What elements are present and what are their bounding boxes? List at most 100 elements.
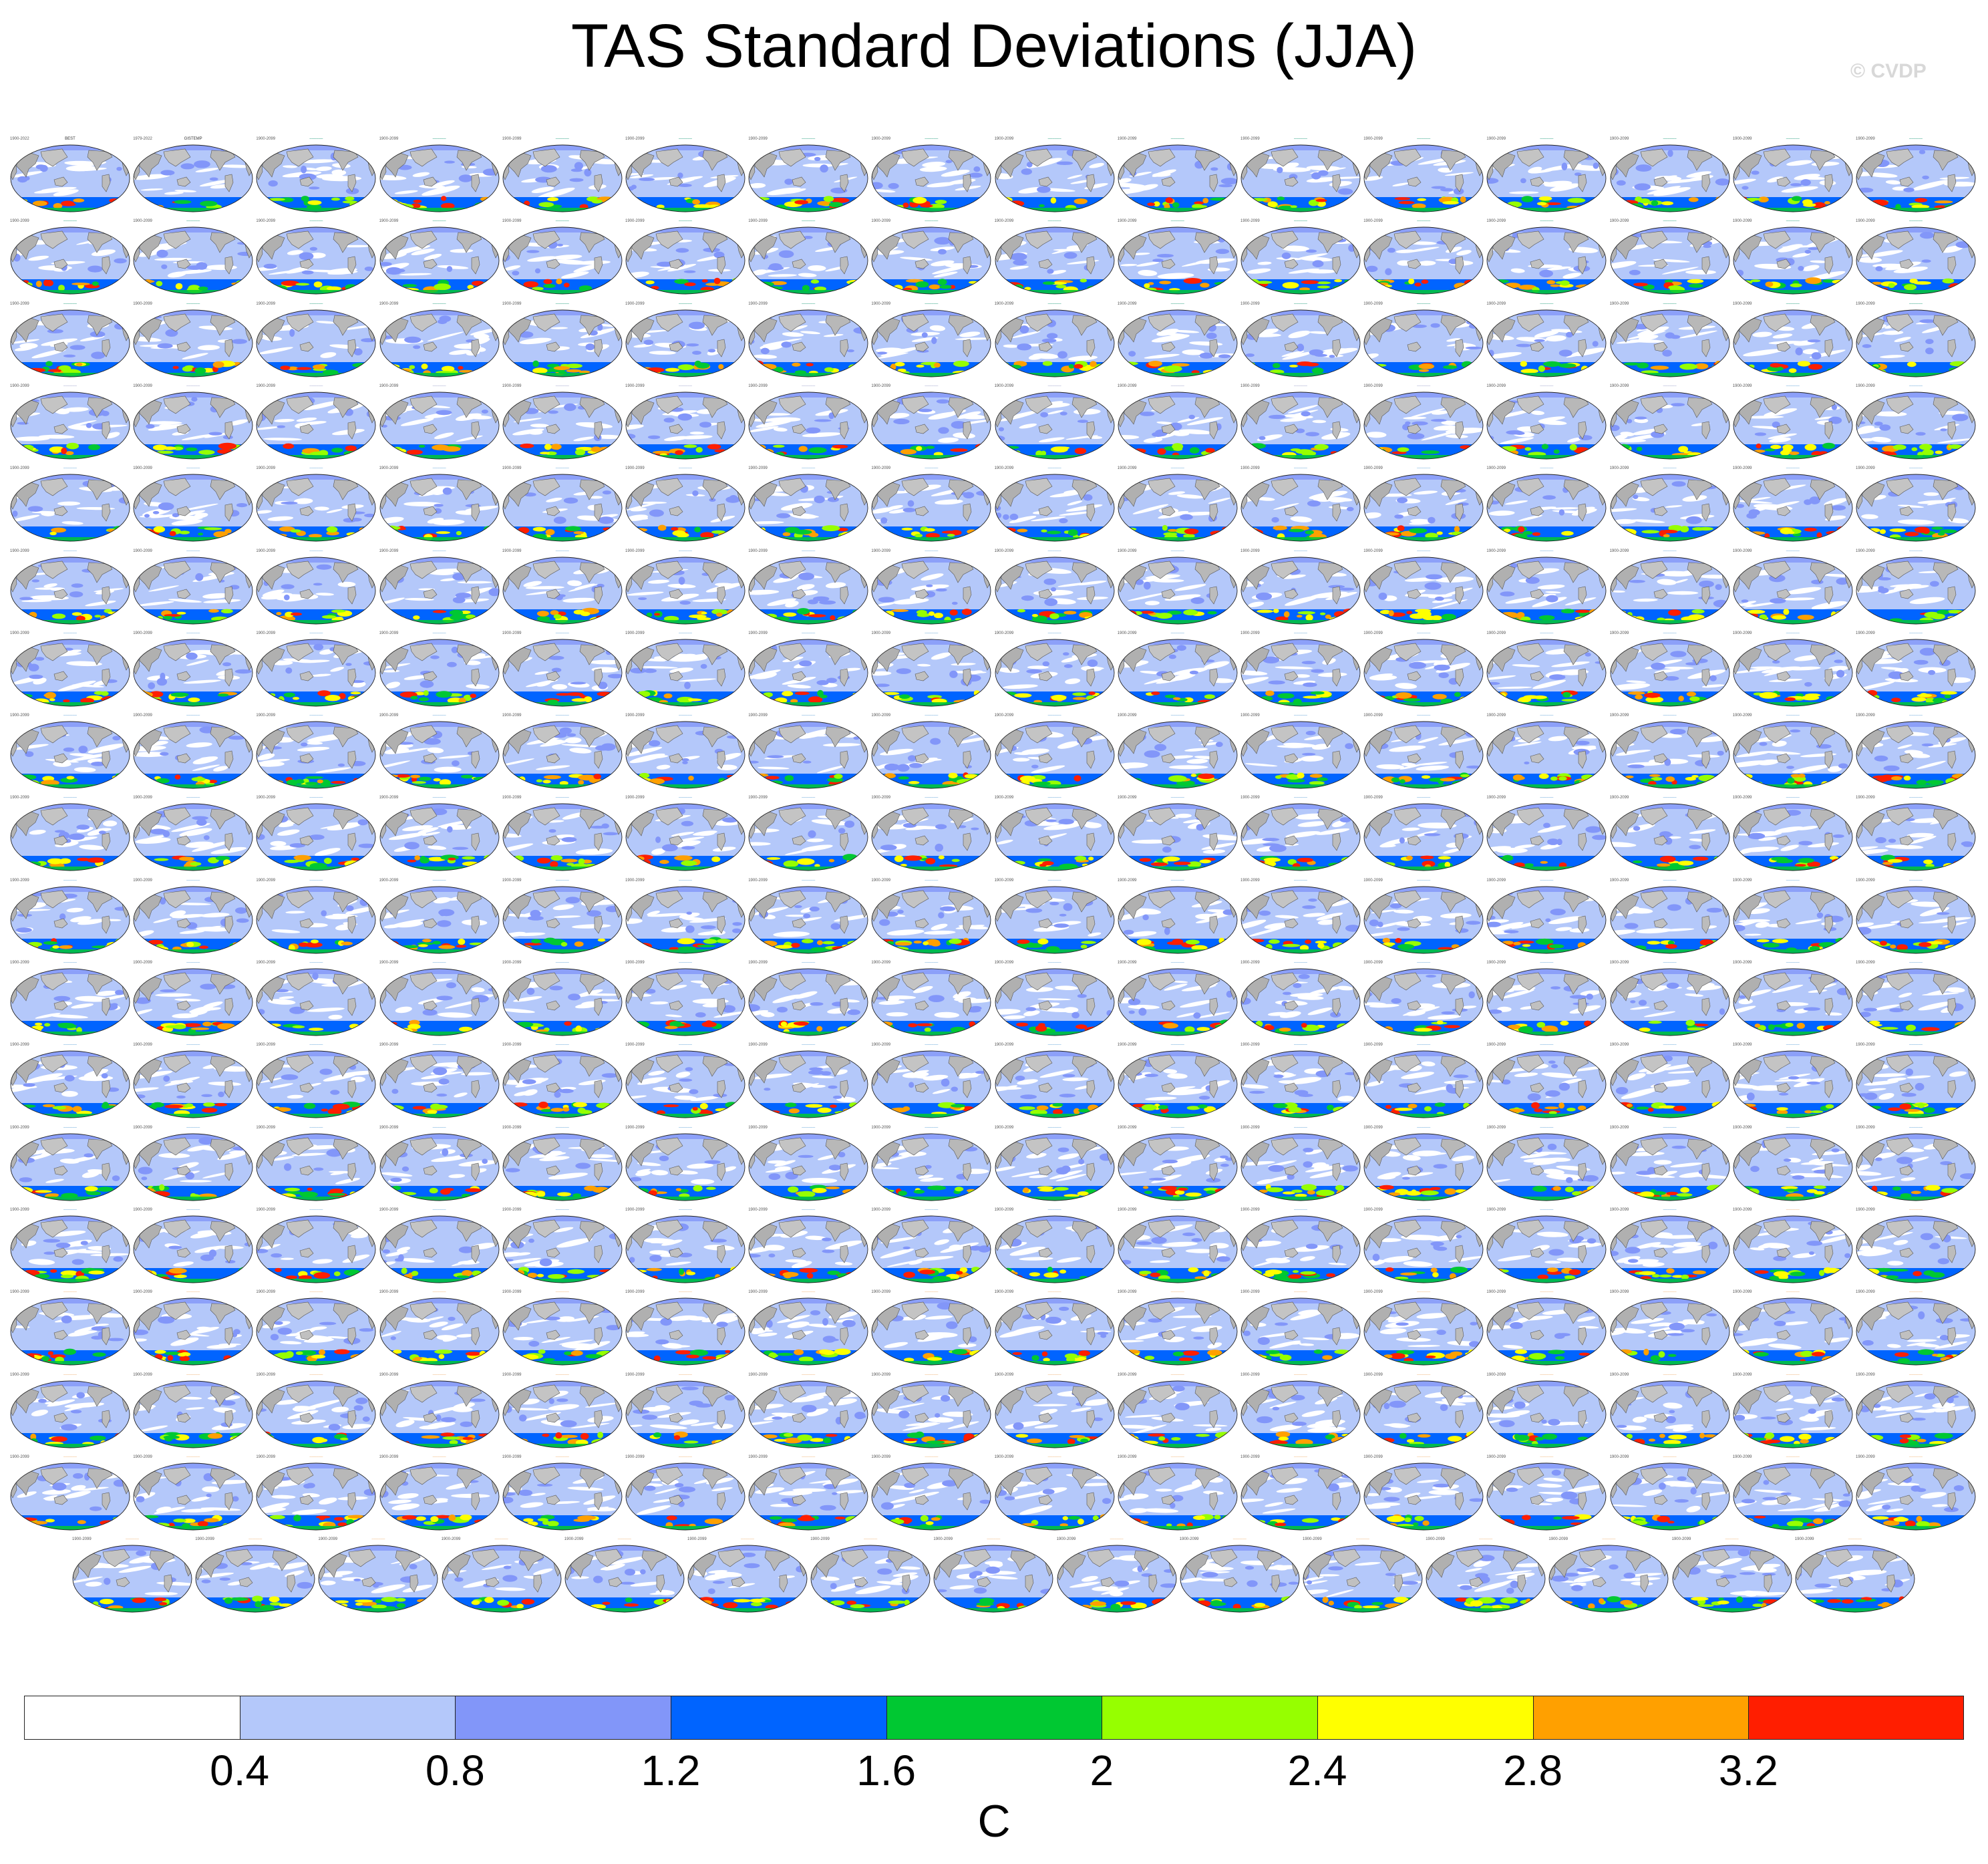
map-panel: 1900-2099 ‒‒‒‒‒‒ — [1609, 218, 1731, 297]
global-map — [1116, 1213, 1239, 1284]
global-map — [993, 1295, 1116, 1366]
panel-title: ‒‒‒‒‒‒ — [1417, 383, 1431, 388]
panel-years: 1900-2099 — [379, 714, 399, 718]
map-panel: 1900-2099 ‒‒‒‒‒‒ — [1854, 631, 1977, 709]
panel-years: 1900-2099 — [1732, 714, 1752, 718]
panel-title: ‒‒‒‒‒‒ — [1663, 549, 1677, 553]
panel-years: 1900-2099 — [994, 878, 1014, 883]
panel-title: ‒‒‒‒‒‒ — [186, 1290, 200, 1295]
panel-years: 1900-2099 — [502, 301, 522, 306]
global-map — [1731, 1213, 1854, 1284]
map-panel: 1900-2099 ‒‒‒‒‒‒ — [1854, 1207, 1977, 1285]
panel-title: ‒‒‒‒‒‒ — [1170, 796, 1184, 800]
panel-title: ‒‒‒‒‒‒ — [1663, 631, 1677, 635]
map-panel: 1900-2099 ‒‒‒‒‒‒ — [378, 1042, 501, 1120]
panel-years: 1900-2099 — [379, 137, 399, 141]
panel-header: 1900-2099 ‒‒‒‒‒‒ — [747, 1454, 870, 1461]
panel-header: 1900-2099 ‒‒‒‒‒‒ — [1854, 1454, 1977, 1461]
global-map — [747, 1378, 870, 1449]
panel-title: ‒‒‒‒‒‒ — [432, 631, 446, 635]
map-panel: 1900-2099 ‒‒‒‒‒‒ — [993, 1125, 1116, 1203]
global-map — [1239, 224, 1362, 295]
panel-years: 1900-2099 — [379, 1454, 399, 1459]
panel-header: 1900-2099 ‒‒‒‒‒‒ — [1239, 960, 1362, 967]
panel-title: ‒‒‒‒‒‒ — [1293, 714, 1308, 718]
global-map — [501, 142, 624, 213]
panel-years: 1900-2099 — [1179, 1537, 1199, 1542]
panel-header: 1900-2099 ‒‒‒‒‒‒ — [993, 795, 1116, 802]
panel-years: 1900-2099 — [256, 549, 276, 553]
panel-years: 1900-2099 — [625, 383, 645, 388]
panel-header: 1900-2099 ‒‒‒‒‒‒ — [9, 1289, 132, 1296]
map-panel: 1900-2099 ‒‒‒‒‒‒ — [1854, 218, 1977, 297]
map-panel: 1900-2099 ‒‒‒‒‒‒ — [1116, 1207, 1239, 1285]
panel-title: ‒‒‒‒‒‒ — [432, 1207, 446, 1212]
panel-title: ‒‒‒‒‒‒ — [309, 714, 323, 718]
panel-title: ‒‒‒‒‒‒ — [1293, 219, 1308, 224]
global-map — [993, 884, 1116, 955]
panel-years: 1900-2099 — [1856, 1043, 1875, 1048]
panel-years: 1900-2099 — [625, 466, 645, 471]
map-panel: 1900-2099 ‒‒‒‒‒‒ — [1116, 1042, 1239, 1120]
panel-years: 1900-2099 — [1732, 1372, 1752, 1377]
panel-header: 1900-2099 ‒‒‒‒‒‒ — [1609, 301, 1731, 308]
panel-header: 1900-2099 ‒‒‒‒‒‒ — [747, 301, 870, 308]
panel-years: 1900-2099 — [625, 878, 645, 883]
panel-header: 1900-2099 ‒‒‒‒‒‒ — [1485, 301, 1608, 308]
panel-title: ‒‒‒‒‒‒ — [678, 1454, 693, 1459]
panel-header: 1900-2099 ‒‒‒‒‒‒ — [1731, 218, 1854, 225]
map-panel: 1900-2099 ‒‒‒‒‒‒ — [1362, 1125, 1485, 1203]
panel-header: 1900-2099 ‒‒‒‒‒‒ — [747, 1289, 870, 1296]
map-panel: 1900-2099 ‒‒‒‒‒‒ — [255, 1042, 377, 1120]
panel-header: 1900-2099 ‒‒‒‒‒‒ — [747, 383, 870, 390]
global-map — [1485, 966, 1608, 1037]
map-panel: 1900-2099 ‒‒‒‒‒‒ — [1854, 960, 1977, 1038]
panel-header: 1900-2099 ‒‒‒‒‒‒ — [809, 1537, 932, 1543]
map-panel: 1900-2099 ‒‒‒‒‒‒ — [1609, 1454, 1731, 1533]
global-map — [1485, 142, 1608, 213]
panel-years: 1900-2099 — [379, 466, 399, 471]
panel-title: ‒‒‒‒‒‒ — [1047, 878, 1061, 883]
map-panel: 1900-2099 ‒‒‒‒‒‒ — [624, 878, 747, 956]
map-panel: 1900-2099 ‒‒‒‒‒‒ — [1362, 878, 1485, 956]
map-panel: 1900-2099 ‒‒‒‒‒‒ — [9, 1207, 132, 1285]
panel-title: ‒‒‒‒‒‒ — [617, 1537, 631, 1542]
panel-title: ‒‒‒‒‒‒ — [1786, 631, 1800, 635]
panel-title: ‒‒‒‒‒‒ — [63, 961, 77, 965]
panel-years: 1900-2099 — [1486, 301, 1506, 306]
panel-years: 1900-2099 — [10, 383, 29, 388]
panel-years: 1900-2099 — [256, 137, 276, 141]
map-panel: 1900-2099 ‒‒‒‒‒‒ — [993, 795, 1116, 873]
panel-years: 1900-2099 — [1609, 1454, 1629, 1459]
panel-years: 1900-2099 — [1732, 466, 1752, 471]
map-panel: 1900-2099 ‒‒‒‒‒‒ — [1116, 1454, 1239, 1533]
map-panel: 1900-2099 ‒‒‒‒‒‒ — [9, 301, 132, 379]
panel-header: 1900-2099 ‒‒‒‒‒‒ — [1362, 549, 1485, 555]
panel-header: 1900-2099 ‒‒‒‒‒‒ — [1362, 383, 1485, 390]
panel-header: 1900-2099 ‒‒‒‒‒‒ — [870, 1454, 993, 1461]
panel-title: ‒‒‒‒‒‒ — [925, 219, 939, 224]
panel-years: 1900-2099 — [133, 796, 152, 800]
panel-header: 1900-2099 ‒‒‒‒‒‒ — [1609, 1125, 1731, 1132]
colorbar-box — [1532, 1696, 1749, 1740]
panel-header: 1900-2099 ‒‒‒‒‒‒ — [1485, 218, 1608, 225]
global-map — [563, 1543, 686, 1613]
map-panel: 1900-2099 ‒‒‒‒‒‒ — [9, 795, 132, 873]
panel-header: 1900-2099 ‒‒‒‒‒‒ — [255, 1125, 377, 1132]
panel-years: 1900-2099 — [625, 1125, 645, 1130]
map-panel: 1900-2099 ‒‒‒‒‒‒ — [1116, 549, 1239, 627]
panel-title: ‒‒‒‒‒‒ — [925, 878, 939, 883]
map-panel: 1900-2099 ‒‒‒‒‒‒ — [993, 1372, 1116, 1450]
panel-header: 1900-2099 ‒‒‒‒‒‒ — [9, 383, 132, 390]
panel-header: 1900-2099 ‒‒‒‒‒‒ — [1609, 549, 1731, 555]
panel-years: 1900-2099 — [625, 1372, 645, 1377]
map-panel: 1900-2099 ‒‒‒‒‒‒ — [993, 136, 1116, 214]
map-panel: 1900-2099 ‒‒‒‒‒‒ — [501, 960, 624, 1038]
panel-header: 1900-2099 ‒‒‒‒‒‒ — [9, 713, 132, 720]
panel-header: 1900-2099 ‒‒‒‒‒‒ — [1731, 1207, 1854, 1214]
global-map — [1485, 472, 1608, 542]
panel-header: 1900-2099 ‒‒‒‒‒‒ — [378, 136, 501, 143]
map-panel: 1900-2099 ‒‒‒‒‒‒ — [1609, 1207, 1731, 1285]
global-map — [132, 884, 255, 955]
global-map — [1362, 142, 1485, 213]
